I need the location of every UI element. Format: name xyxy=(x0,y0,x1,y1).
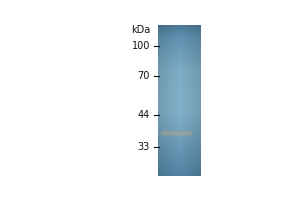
Text: 100: 100 xyxy=(131,41,150,51)
Text: kDa: kDa xyxy=(130,25,150,35)
Text: 33: 33 xyxy=(138,142,150,152)
Text: 44: 44 xyxy=(138,110,150,120)
Text: 70: 70 xyxy=(137,71,150,81)
